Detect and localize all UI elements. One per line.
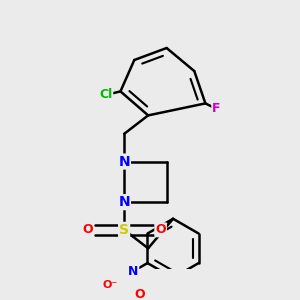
Text: Cl: Cl (99, 88, 112, 101)
Text: O: O (82, 223, 93, 236)
Text: O: O (134, 288, 145, 300)
Text: N: N (118, 154, 130, 169)
Text: S: S (119, 223, 129, 237)
Text: O⁻: O⁻ (103, 280, 118, 290)
Text: N: N (118, 195, 130, 209)
Text: N: N (128, 265, 138, 278)
Text: F: F (212, 102, 221, 116)
Text: O: O (155, 223, 166, 236)
